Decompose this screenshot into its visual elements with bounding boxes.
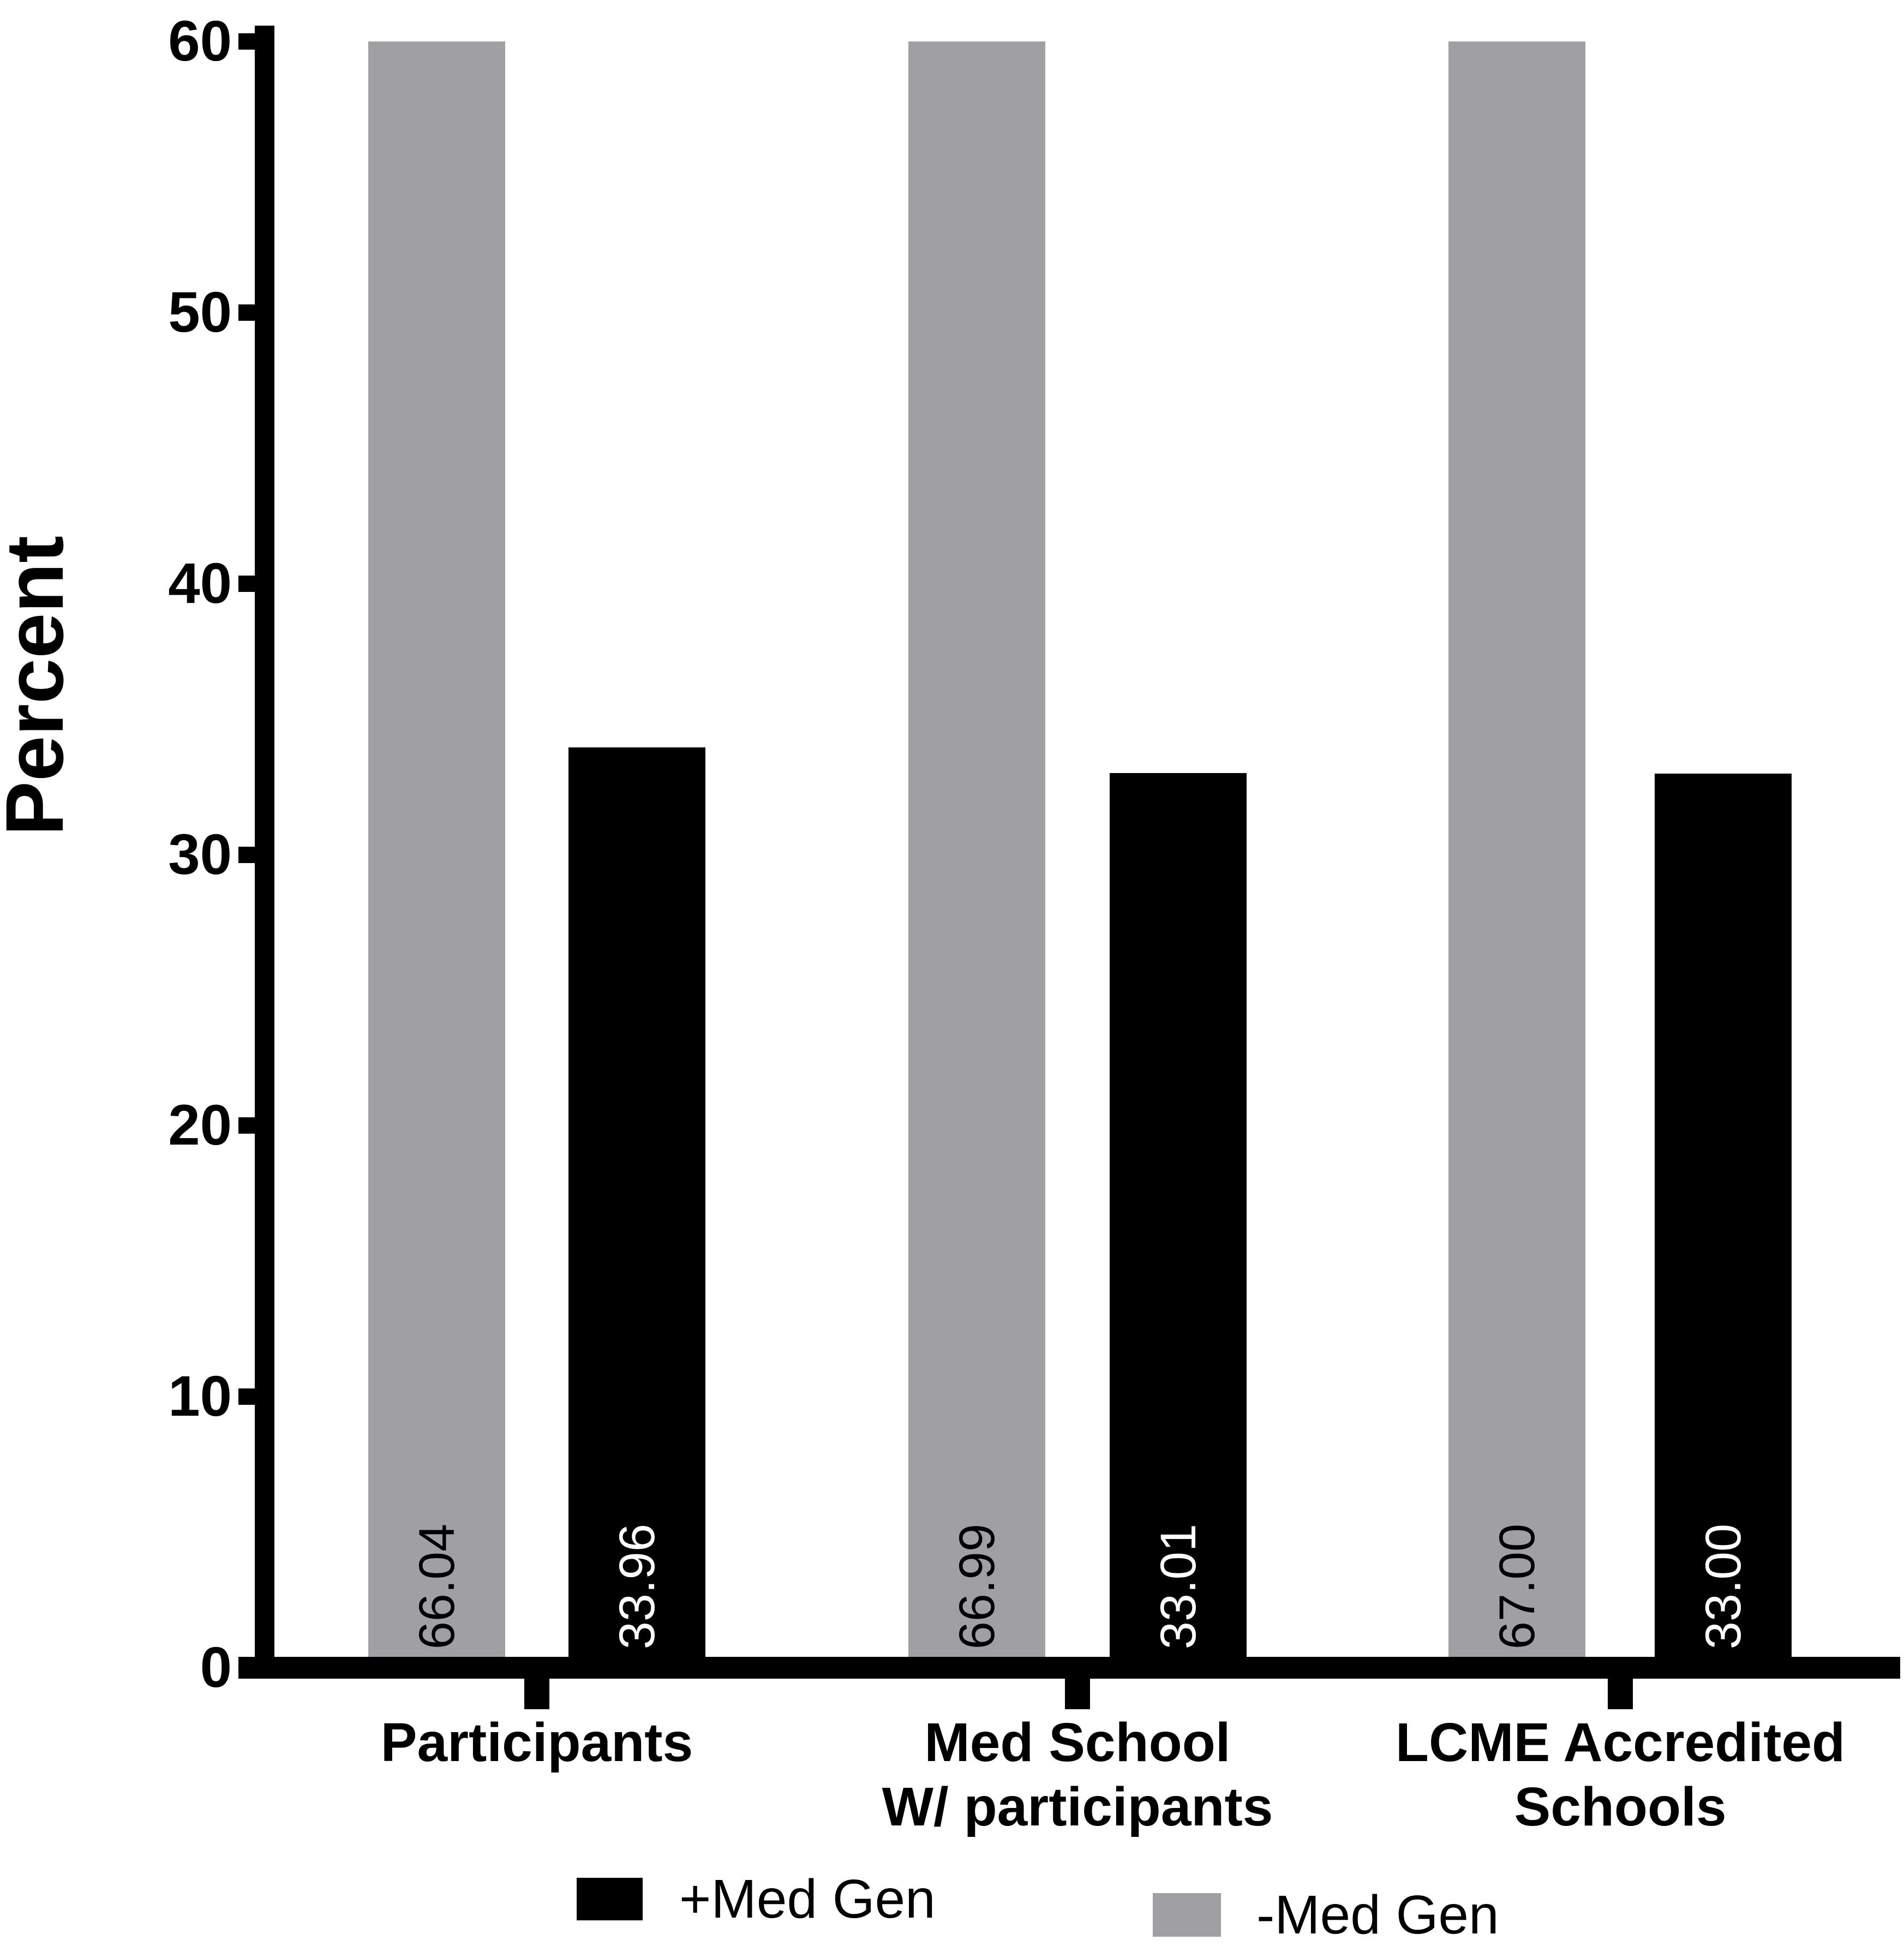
y-axis-tick-label: 10 [168, 1364, 232, 1429]
bar-no-med-gen [908, 41, 1045, 1668]
x-axis-line [238, 1657, 1900, 1679]
y-axis-tick-label: 30 [168, 822, 232, 887]
y-axis-line [255, 26, 274, 1679]
y-axis-tick-label: 60 [168, 9, 232, 74]
category-label: Participants [155, 1710, 919, 1775]
legend-label: +Med Gen [679, 1869, 936, 1930]
legend-key-med-gen [577, 1878, 643, 1920]
bar-value-label: 67.00 [1489, 1523, 1545, 1649]
bar-value-label: 33.96 [609, 1523, 665, 1649]
category-label: Med School W/ participants [696, 1710, 1459, 1839]
bar-med-gen [1110, 773, 1247, 1668]
bar-med-gen [1655, 773, 1792, 1668]
x-axis-tick [1608, 1679, 1633, 1709]
category-label: LCME Accredited Schools [1238, 1710, 1904, 1839]
y-axis-tick-label: 0 [200, 1636, 232, 1699]
bar-no-med-gen [368, 41, 505, 1668]
y-axis-tick [238, 846, 255, 863]
bar-value-label: 66.04 [409, 1523, 465, 1649]
category-label-line: Schools [1514, 1776, 1727, 1837]
category-label-line: Participants [380, 1712, 693, 1773]
y-axis-tick [238, 33, 255, 50]
y-axis-tick-label: 20 [168, 1093, 232, 1158]
bar-med-gen [568, 747, 705, 1668]
x-axis-tick [524, 1679, 549, 1709]
legend-label: -Med Gen [1256, 1884, 1499, 1945]
category-label-line: Med School [924, 1712, 1231, 1773]
y-axis-tick [238, 304, 255, 321]
bar-value-label: 66.99 [949, 1523, 1005, 1649]
legend-key-no-med-gen [1153, 1893, 1221, 1937]
y-axis-tick [238, 575, 255, 592]
bar-value-label: 33.00 [1695, 1523, 1751, 1649]
y-axis-tick [238, 1117, 255, 1134]
y-axis-tick-label: 50 [168, 280, 232, 344]
bar-value-label: 33.01 [1150, 1523, 1206, 1649]
bar-no-med-gen [1448, 41, 1585, 1668]
x-axis-tick [1065, 1679, 1090, 1709]
category-label-line: W/ participants [882, 1776, 1273, 1837]
y-axis-tick [238, 1388, 255, 1405]
y-axis-tick-label: 40 [168, 551, 232, 615]
category-label-line: LCME Accredited [1395, 1712, 1846, 1773]
